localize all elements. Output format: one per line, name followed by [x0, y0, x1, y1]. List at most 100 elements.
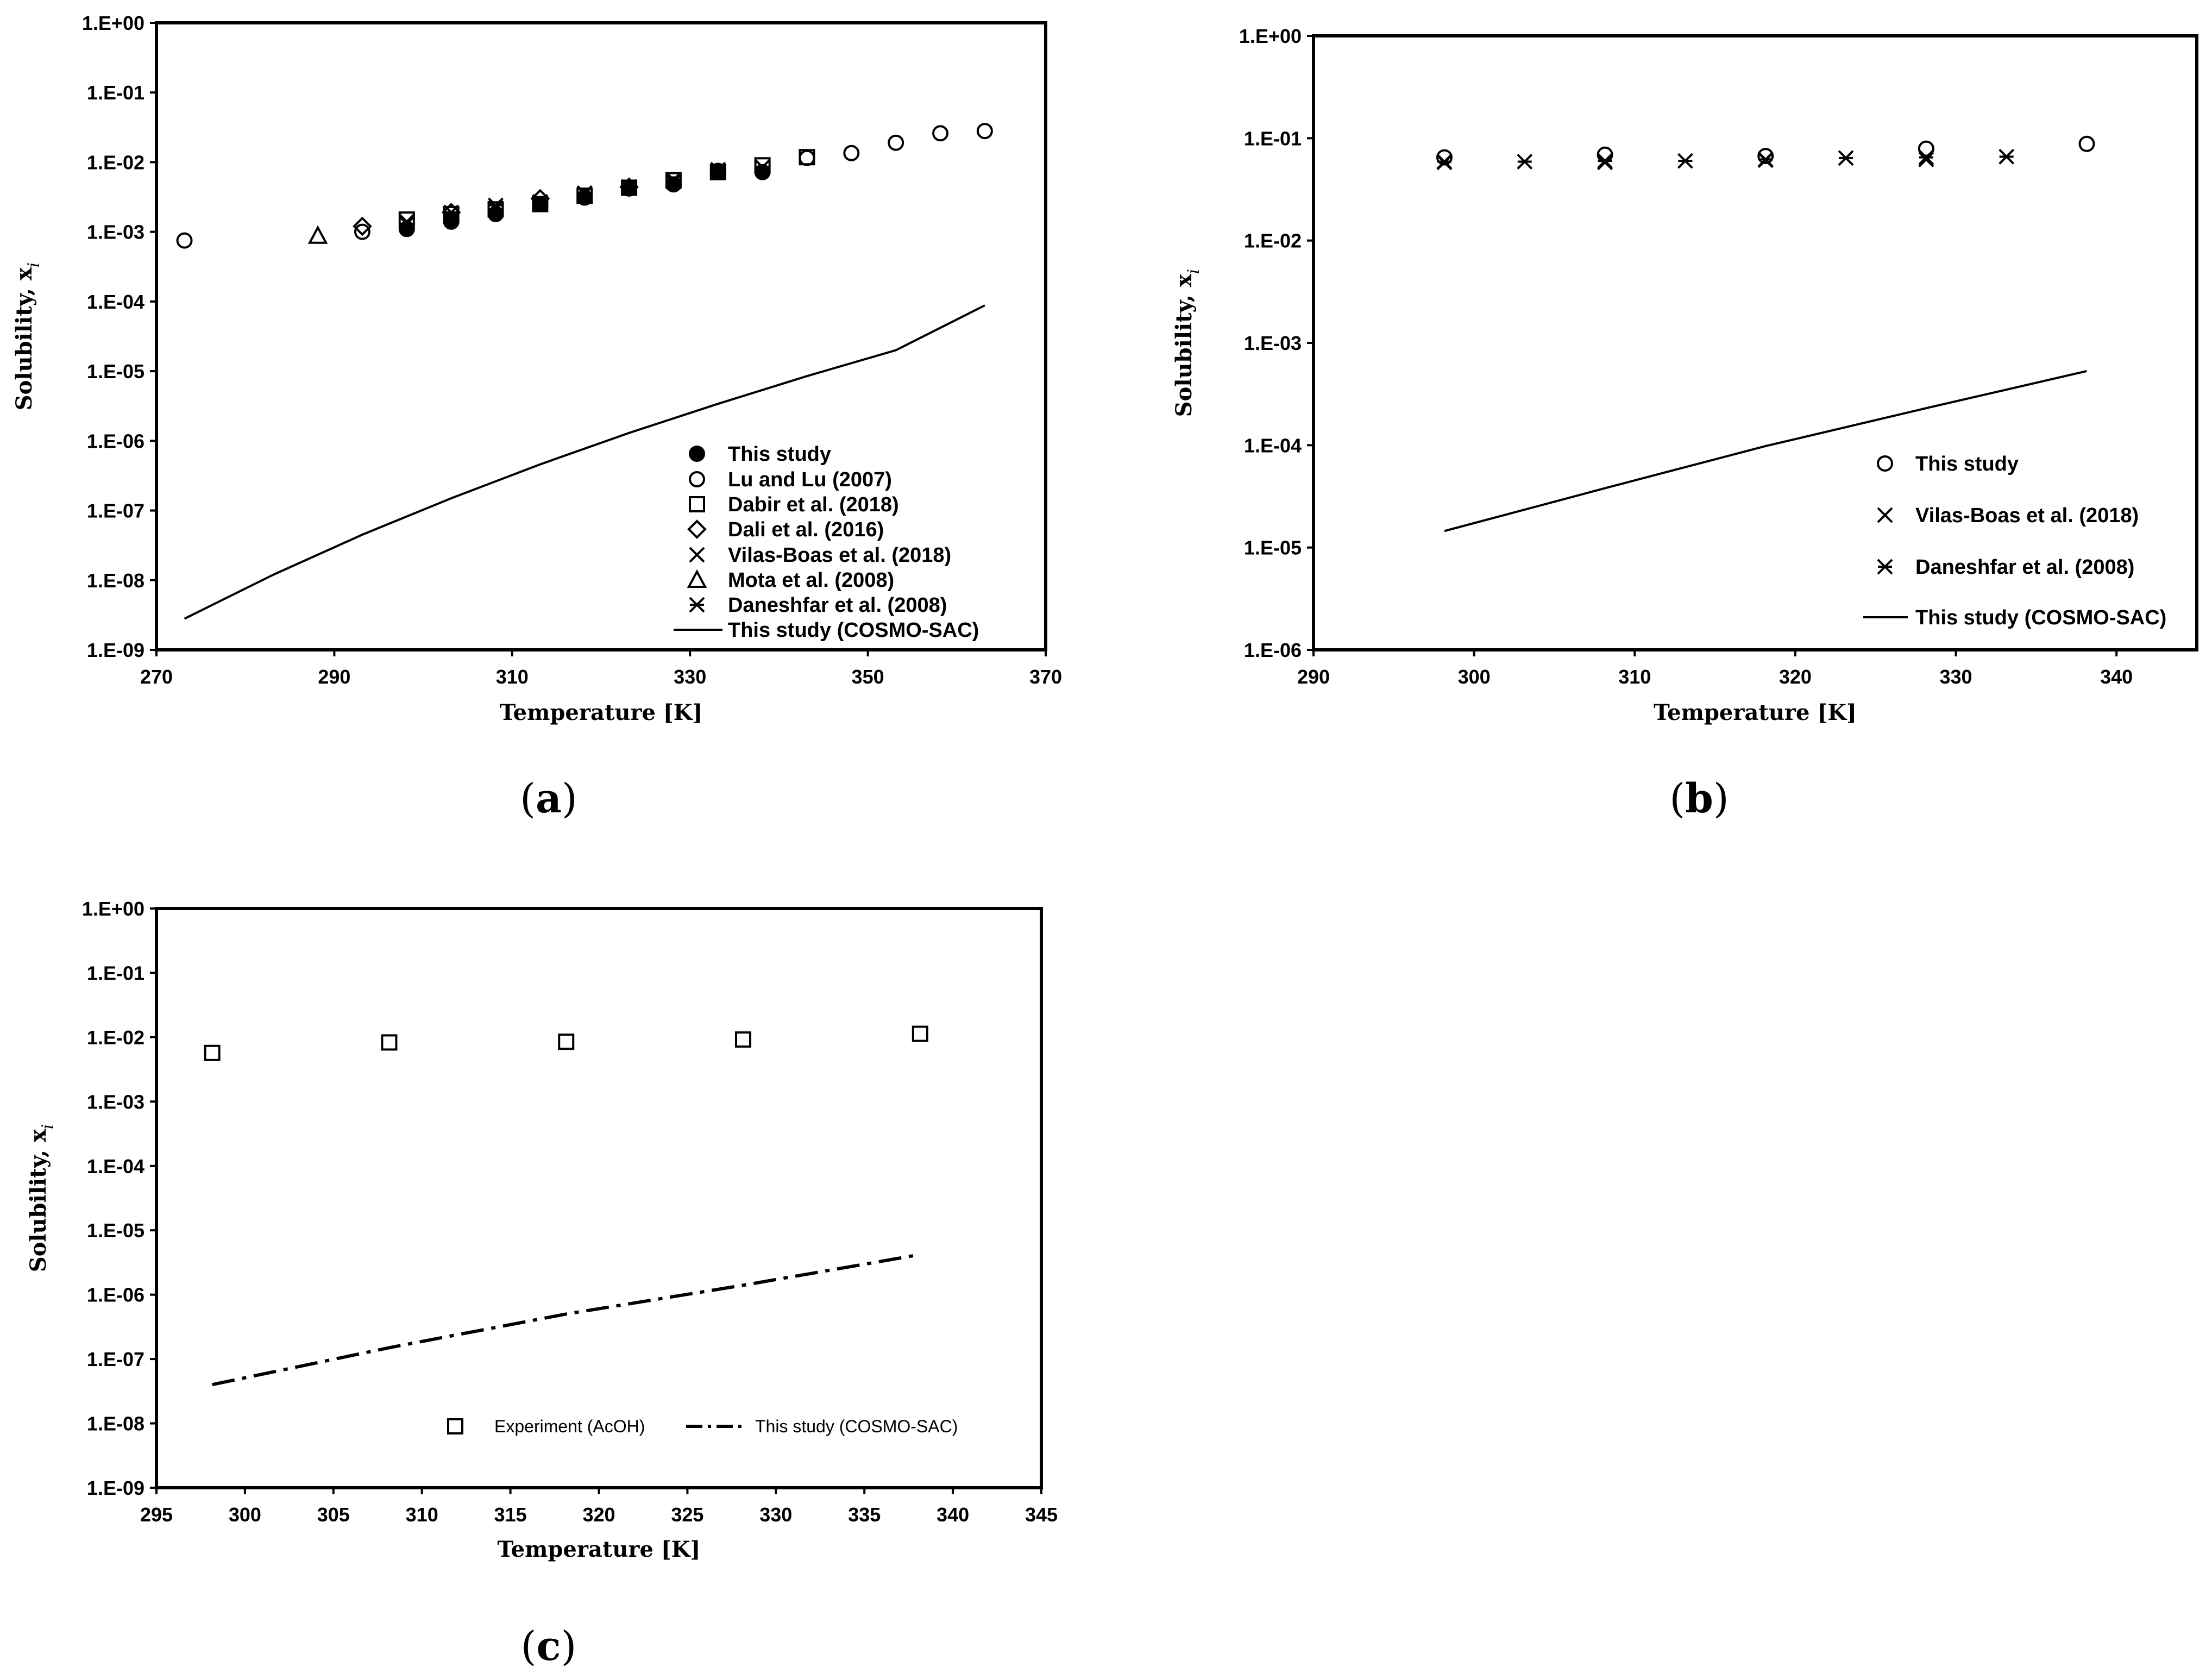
caption-open: (	[520, 775, 536, 822]
plot-frame	[155, 21, 1047, 651]
y-tick-label: 1.E-04	[87, 1155, 144, 1177]
legend-marker	[689, 496, 705, 512]
x-tick-label: 320	[1779, 666, 1812, 688]
data-point	[799, 149, 815, 166]
y-tick-label: 1.E-09	[87, 639, 144, 661]
x-tick-label: 270	[140, 666, 173, 688]
legend-item: This study (COSMO-SAC)	[674, 619, 979, 642]
legend-label: Vilas-Boas et al. (2018)	[1915, 504, 2139, 527]
data-point	[354, 223, 370, 240]
data-point	[1436, 154, 1453, 170]
data-point	[912, 1025, 928, 1042]
y-axis-title: Solubility, xi	[11, 262, 43, 411]
caption-close: )	[562, 775, 577, 822]
y-axis-title-text: Solubility, x	[1171, 273, 1197, 417]
y-tick-label: 1.E+00	[1239, 25, 1302, 47]
x-axis-title: Temperature [K]	[1654, 700, 1857, 725]
panel-caption: (b)	[1669, 775, 1729, 822]
y-tick-label: 1.E-07	[87, 500, 144, 522]
data-point	[576, 187, 593, 204]
data-point	[1838, 150, 1854, 166]
legend-label: This study	[1915, 453, 2019, 475]
data-point	[441, 203, 461, 222]
x-tick-label: 300	[1458, 666, 1491, 688]
legend: This study Vilas-Boas et al. (2018) Danesh…	[1863, 453, 2166, 629]
data-point	[1918, 149, 1934, 165]
caption-letter: c	[536, 1623, 561, 1670]
legend-item: This study (COSMO-SAC)	[1863, 606, 2166, 629]
data-point	[399, 216, 415, 232]
y-tick-label: 1.E-02	[87, 1026, 144, 1049]
data-point-stroke	[488, 200, 504, 216]
y-tick-label: 1.E-01	[1244, 127, 1302, 149]
series-1	[204, 1025, 928, 1061]
legend-label: Daneshfar et al. (2008)	[1915, 556, 2134, 579]
data-point	[1436, 149, 1453, 166]
x-tick-label: 340	[2100, 666, 2133, 688]
y-tick-label: 1.E-03	[1244, 332, 1302, 354]
legend-marker	[689, 446, 705, 462]
x-axis-title: Temperature [K]	[500, 700, 703, 725]
panel-caption: (a)	[520, 775, 577, 822]
series-7	[399, 159, 771, 232]
x-tick-label: 335	[848, 1503, 881, 1526]
x-axis-title: Temperature [K]	[498, 1537, 701, 1562]
chart-c: 1.E+00 1.E-01 1.E-02 1.E-03 1.E-04 1.E-05 1.E-…	[26, 898, 1058, 1670]
legend-marker	[687, 569, 707, 588]
data-point	[1918, 152, 1934, 167]
y-axis-title-text: Solubility, x	[11, 267, 37, 410]
legend-marker	[687, 519, 707, 539]
data-point	[1999, 148, 2015, 165]
panel-caption: (c)	[521, 1623, 577, 1670]
legend-item: Experiment (AcOH)	[447, 1417, 645, 1436]
data-point	[1517, 154, 1533, 170]
legend-label: Dabir et al. (2018)	[728, 493, 899, 516]
data-point	[665, 174, 682, 190]
legend-label: This study	[728, 443, 831, 466]
series-8	[184, 304, 985, 620]
series-line	[1444, 369, 2087, 532]
data-point	[532, 193, 548, 210]
y-axis-title: Solubility, xi	[1171, 269, 1203, 417]
y-tick-label: 1.E-05	[87, 1219, 144, 1242]
caption-close: )	[561, 1623, 577, 1670]
y-tick-label: 1.E-07	[87, 1348, 144, 1370]
data-point	[735, 1031, 752, 1048]
x-tick-label: 295	[140, 1503, 173, 1526]
caption-open: (	[521, 1623, 537, 1670]
y-tick-label: 1.E-03	[87, 221, 144, 243]
data-point	[1918, 140, 1934, 157]
legend-label: This study (COSMO-SAC)	[728, 619, 979, 642]
data-point-stroke	[399, 214, 415, 230]
data-point	[558, 1033, 575, 1050]
data-point	[204, 1044, 221, 1061]
y-tick-label: 1.E-06	[87, 430, 144, 452]
legend-label: Lu and Lu (2007)	[728, 468, 892, 491]
y-tick-label: 1.E-04	[1244, 434, 1302, 456]
legend-label: Daneshfar et al. (2008)	[728, 594, 947, 617]
data-point	[576, 185, 593, 201]
legend-marker	[689, 597, 705, 613]
legend-label: Dali et al. (2016)	[728, 518, 884, 541]
x-tick-label: 310	[496, 666, 529, 688]
legend-marker	[689, 547, 705, 563]
caption-letter: b	[1685, 775, 1713, 822]
x-tick-label: 330	[674, 666, 706, 688]
series-2	[212, 1252, 921, 1387]
x-tick-label: 300	[229, 1503, 261, 1526]
x-tick-label: 310	[406, 1503, 438, 1526]
x-tick-label: 310	[1618, 666, 1651, 688]
data-point	[443, 204, 460, 221]
legend-label: This study (COSMO-SAC)	[755, 1417, 958, 1436]
x-tick-label: 330	[1940, 666, 1972, 688]
x-tick-label: 350	[852, 666, 884, 688]
y-axis-title-subscript: i	[1184, 269, 1203, 274]
caption-open: (	[1669, 775, 1685, 822]
x-tick-label: 325	[671, 1503, 703, 1526]
y-tick-label: 1.E-02	[1244, 230, 1302, 252]
data-point	[888, 134, 904, 151]
legend-item: Lu and Lu (2007)	[689, 468, 892, 491]
series-6	[307, 225, 328, 244]
